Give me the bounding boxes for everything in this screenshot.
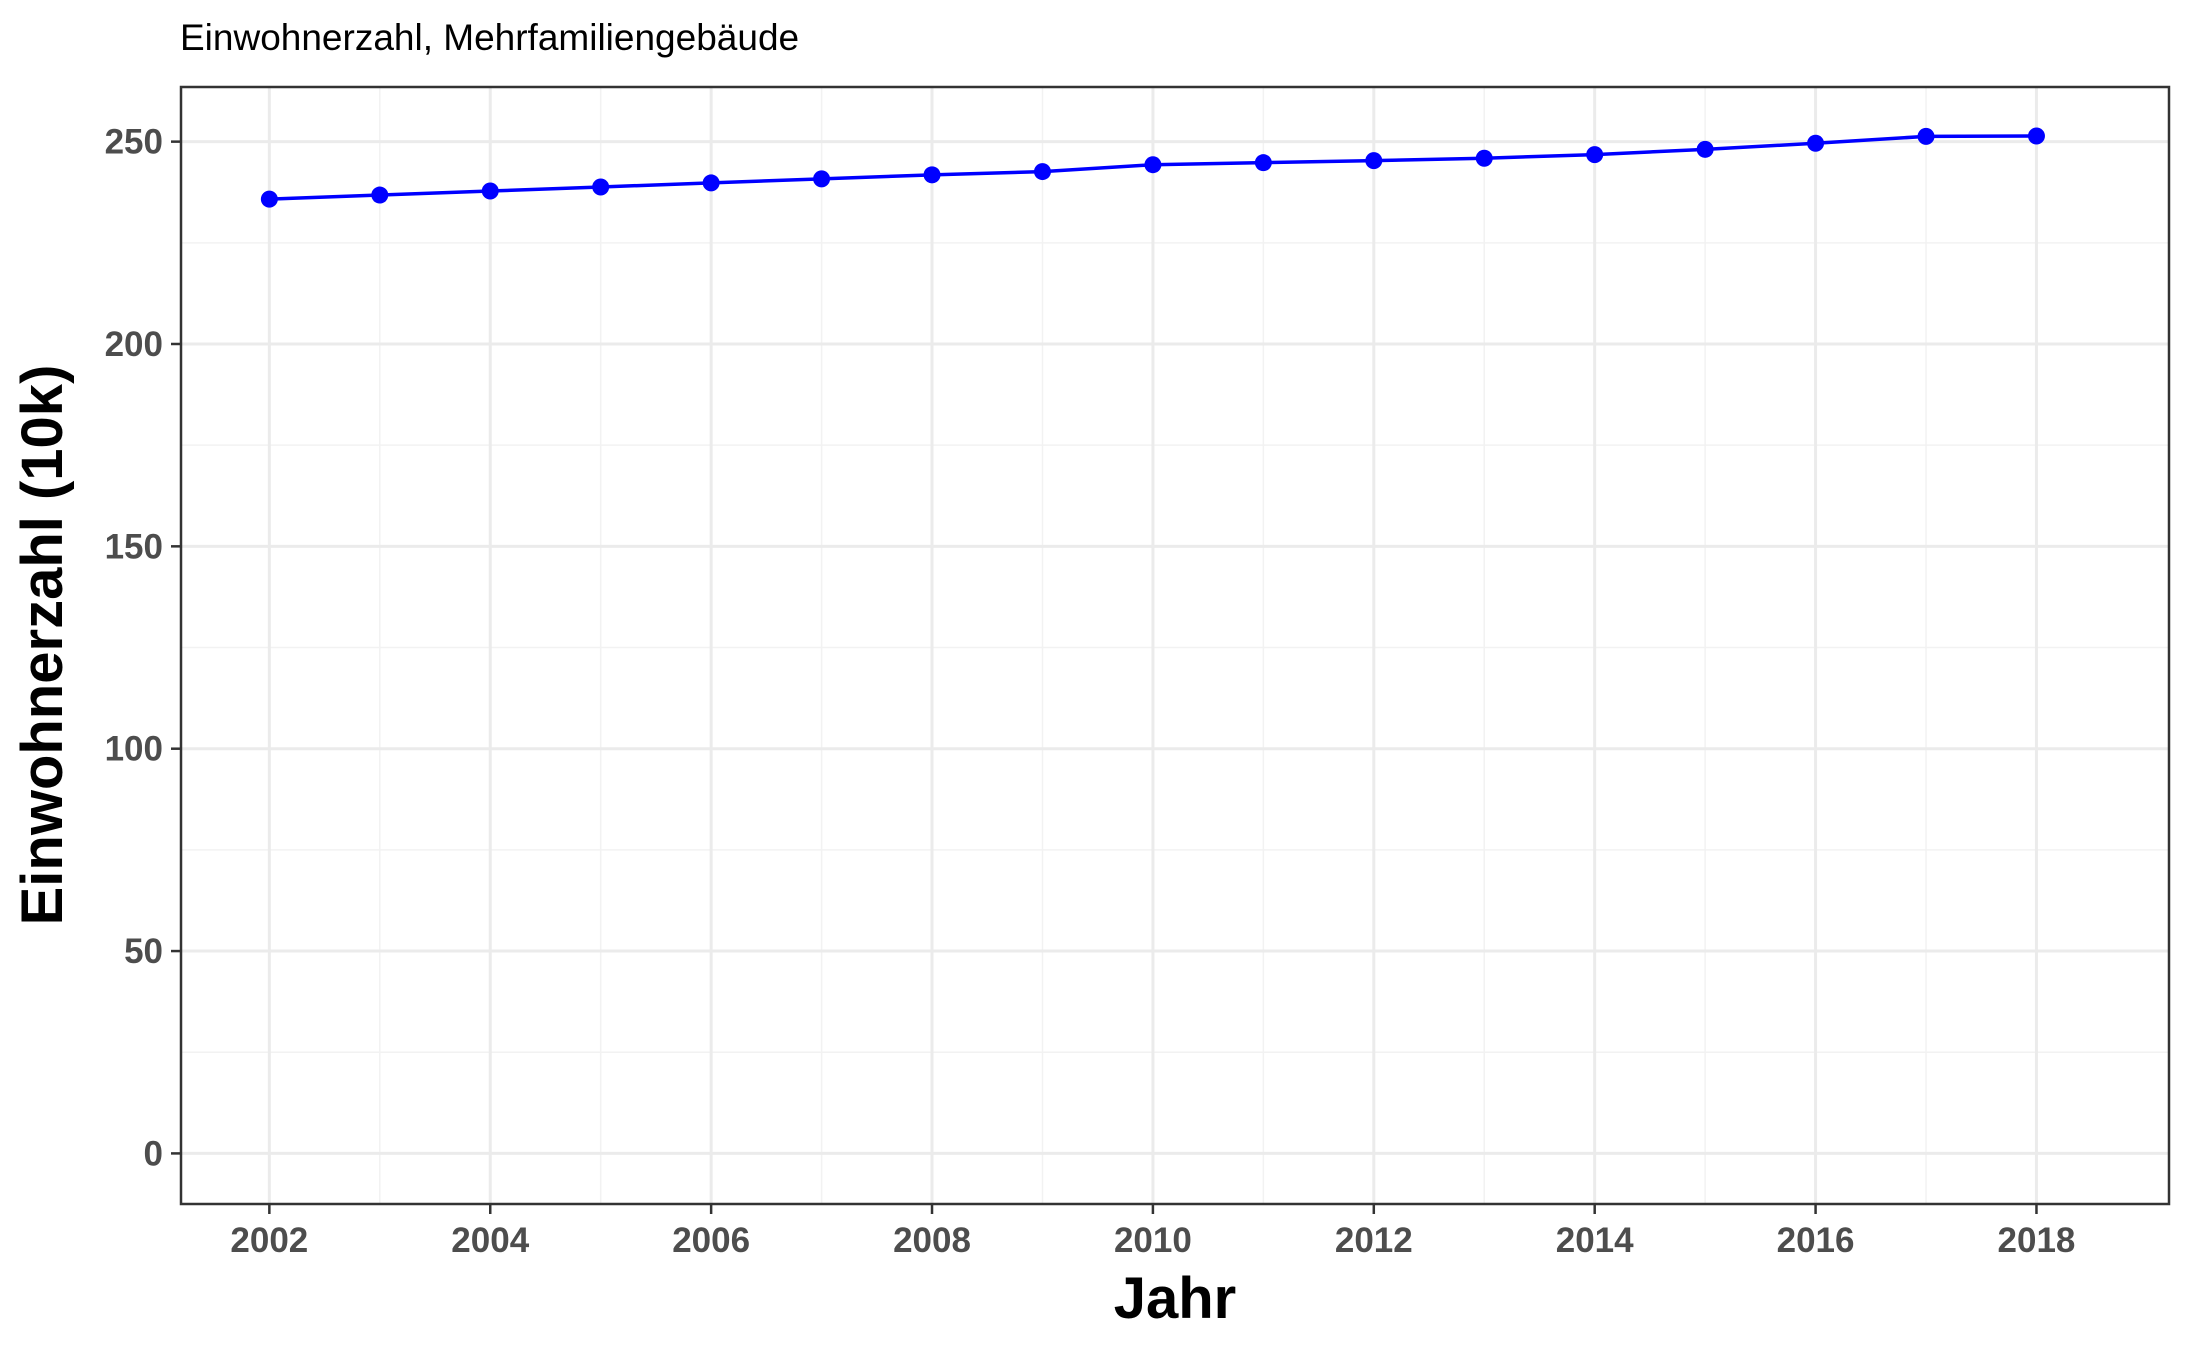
y-tick-label: 50 xyxy=(124,932,163,971)
data-point xyxy=(1144,156,1162,174)
data-point xyxy=(1917,127,1935,145)
x-tick-label: 2014 xyxy=(1556,1221,1634,1260)
data-point xyxy=(1475,149,1493,167)
data-point xyxy=(1254,154,1272,172)
data-point xyxy=(923,166,941,184)
x-axis-title: Jahr xyxy=(1114,1266,1237,1331)
data-point xyxy=(1586,146,1604,164)
chart-title: Einwohnerzahl, Mehrfamiliengebäude xyxy=(180,17,799,58)
data-point xyxy=(371,186,389,204)
y-tick-label: 250 xyxy=(105,123,163,162)
minor-gridlines xyxy=(181,87,2169,1204)
x-tick-label: 2016 xyxy=(1777,1221,1855,1260)
y-tick-label: 0 xyxy=(144,1134,163,1173)
x-tick-label: 2012 xyxy=(1335,1221,1413,1260)
y-axis: 0 50 100 150 200 250 xyxy=(105,123,181,1173)
y-axis-title: Einwohnerzahl (10k) xyxy=(10,365,75,926)
data-point xyxy=(1696,140,1714,158)
x-tick-label: 2018 xyxy=(1998,1221,2076,1260)
data-point xyxy=(1033,163,1051,181)
x-tick-label: 2010 xyxy=(1114,1221,1192,1260)
series-layer xyxy=(260,127,2045,208)
x-tick-label: 2002 xyxy=(230,1221,308,1260)
y-tick-label: 200 xyxy=(105,325,163,364)
data-point xyxy=(592,178,610,196)
data-point xyxy=(1365,152,1383,170)
x-tick-label: 2008 xyxy=(893,1221,971,1260)
data-point xyxy=(260,190,278,208)
data-point xyxy=(481,182,499,200)
x-axis: 2002 2004 2006 2008 2010 2012 2014 2016 2018 xyxy=(230,1204,2075,1260)
major-gridlines xyxy=(181,87,2169,1204)
data-point xyxy=(1807,134,1825,152)
y-tick-label: 150 xyxy=(105,527,163,566)
x-tick-label: 2004 xyxy=(451,1221,529,1260)
plot-panel-border xyxy=(179,85,2171,1206)
data-point xyxy=(2027,127,2045,145)
x-tick-label: 2006 xyxy=(672,1221,750,1260)
data-point xyxy=(702,174,720,192)
data-point xyxy=(813,170,831,188)
y-tick-label: 100 xyxy=(105,730,163,769)
